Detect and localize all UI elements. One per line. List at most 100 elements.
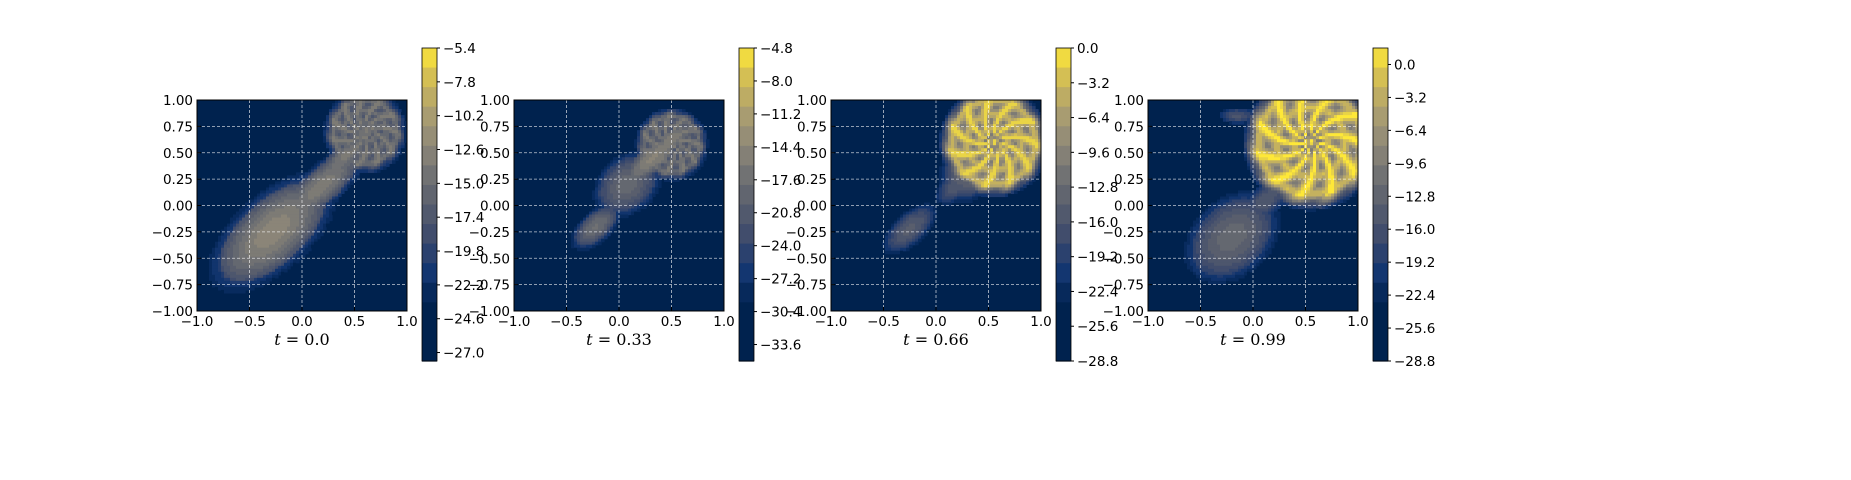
heatmap-cell bbox=[392, 145, 396, 149]
heatmap-cell bbox=[1253, 235, 1257, 240]
heatmap-cell bbox=[341, 181, 345, 185]
heatmap-cell bbox=[371, 109, 375, 113]
heatmap-cell bbox=[610, 226, 614, 231]
heatmap-cell bbox=[392, 112, 396, 116]
heatmap-cell bbox=[305, 187, 309, 192]
heatmap-cell bbox=[1244, 241, 1248, 246]
heatmap-cell bbox=[323, 226, 327, 231]
heatmap-cell bbox=[685, 166, 689, 170]
heatmap-cell bbox=[290, 193, 294, 198]
heatmap-cell bbox=[966, 127, 970, 131]
heatmap-cell bbox=[368, 118, 372, 122]
heatmap-cell bbox=[954, 181, 958, 185]
heatmap-cell bbox=[960, 181, 964, 185]
y-tick-label: 0.00 bbox=[797, 199, 827, 215]
heatmap-cell bbox=[661, 109, 665, 113]
heatmap-cell bbox=[380, 103, 384, 107]
heatmap-cell bbox=[368, 130, 372, 134]
heatmap-cell bbox=[984, 106, 988, 110]
heatmap-cell bbox=[1038, 166, 1041, 170]
heatmap-cell bbox=[616, 205, 620, 210]
heatmap-cell bbox=[335, 115, 339, 119]
heatmap-cell bbox=[1220, 211, 1224, 216]
heatmap-cell bbox=[347, 163, 351, 167]
heatmap-cell bbox=[661, 157, 665, 161]
heatmap-cell bbox=[284, 241, 288, 246]
heatmap-cell bbox=[362, 145, 366, 149]
heatmap-cell bbox=[1256, 202, 1260, 207]
heatmap-cell bbox=[1211, 205, 1215, 210]
heatmap-cell bbox=[380, 112, 384, 116]
heatmap-cell bbox=[344, 106, 348, 110]
heatmap-cell bbox=[272, 217, 276, 222]
heatmap-cell bbox=[688, 112, 692, 116]
heatmap-cell bbox=[640, 157, 644, 161]
heatmap-cell bbox=[981, 133, 985, 137]
heatmap-cell bbox=[389, 136, 393, 140]
heatmap-cell bbox=[966, 154, 970, 158]
heatmap-cell bbox=[1238, 199, 1242, 204]
heatmap-cell bbox=[1226, 247, 1230, 252]
heatmap-cell bbox=[918, 232, 922, 237]
heatmap-cell bbox=[1244, 268, 1248, 273]
heatmap-cell bbox=[254, 265, 258, 270]
heatmap-cell bbox=[1235, 202, 1239, 207]
heatmap-cell bbox=[263, 274, 267, 279]
heatmap-cell bbox=[942, 199, 946, 204]
heatmap-cell bbox=[344, 133, 348, 137]
heatmap-cell bbox=[1232, 205, 1236, 210]
heatmap-cell bbox=[1235, 214, 1239, 219]
heatmap-cell bbox=[924, 205, 928, 210]
heatmap-cell bbox=[978, 178, 982, 182]
heatmap-cell bbox=[1226, 256, 1230, 261]
heatmap-cell bbox=[365, 115, 369, 119]
heatmap-cell bbox=[356, 160, 360, 164]
heatmap-cell bbox=[975, 109, 979, 113]
heatmap-cell bbox=[637, 190, 641, 195]
heatmap-cell bbox=[601, 232, 605, 237]
heatmap-cell bbox=[401, 139, 405, 143]
heatmap-cell bbox=[888, 241, 892, 246]
heatmap-cell bbox=[996, 100, 1000, 104]
heatmap-cell bbox=[1256, 241, 1260, 246]
heatmap-cell bbox=[1011, 184, 1015, 189]
heatmap-cell bbox=[1250, 112, 1254, 116]
heatmap-cell bbox=[993, 112, 997, 116]
heatmap-cell bbox=[664, 130, 668, 134]
heatmap-cell bbox=[1229, 244, 1233, 249]
heatmap-cell bbox=[323, 217, 327, 222]
heatmap-cell bbox=[350, 124, 354, 128]
heatmap-cell bbox=[227, 250, 231, 255]
heatmap-cell bbox=[362, 166, 366, 170]
heatmap-cell bbox=[1026, 148, 1030, 152]
subplot-title: t = 0.66 bbox=[903, 330, 969, 349]
heatmap-cell bbox=[619, 202, 623, 207]
heatmap-cell bbox=[1256, 253, 1260, 258]
heatmap-cell bbox=[284, 199, 288, 204]
heatmap-cell bbox=[314, 208, 318, 213]
heatmap-cell bbox=[302, 193, 306, 198]
heatmap-cell bbox=[978, 187, 982, 192]
heatmap-cell bbox=[251, 211, 255, 216]
heatmap-cell bbox=[1232, 109, 1236, 113]
heatmap-cell bbox=[607, 223, 611, 228]
heatmap-cell bbox=[1235, 115, 1239, 119]
heatmap-cell bbox=[362, 142, 366, 146]
heatmap-cell bbox=[308, 226, 312, 231]
heatmap-cell bbox=[951, 127, 955, 131]
heatmap-cell bbox=[631, 178, 635, 182]
colorbar-band bbox=[739, 67, 754, 88]
heatmap-cell bbox=[969, 115, 973, 119]
heatmap-cell bbox=[909, 241, 913, 246]
heatmap-cell bbox=[1202, 232, 1206, 237]
heatmap-cell bbox=[957, 166, 961, 170]
heatmap-cell bbox=[694, 148, 698, 152]
heatmap-cell bbox=[999, 112, 1003, 116]
heatmap-cell bbox=[1005, 178, 1009, 182]
heatmap-cell bbox=[691, 154, 695, 158]
heatmap-cell bbox=[649, 133, 653, 137]
heatmap-cell bbox=[341, 157, 345, 161]
heatmap-cell bbox=[957, 112, 961, 116]
heatmap-cell bbox=[960, 103, 964, 107]
heatmap-cell bbox=[245, 253, 249, 258]
